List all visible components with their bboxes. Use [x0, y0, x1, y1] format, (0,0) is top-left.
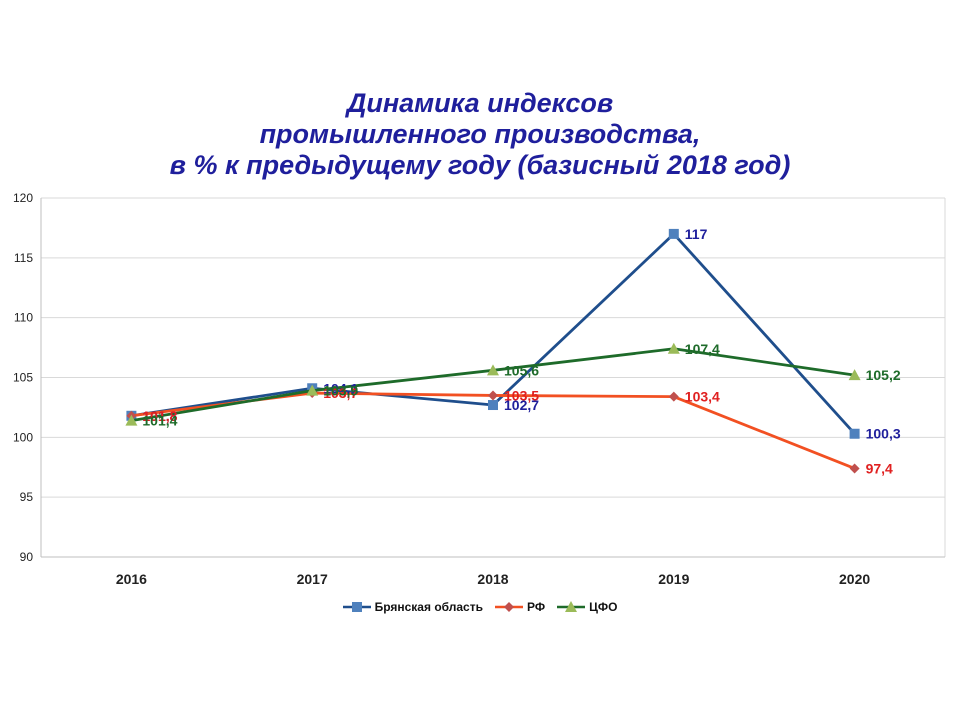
data-label: 107,4 [685, 341, 720, 357]
legend-marker [351, 602, 362, 612]
data-label: 104,1 [323, 380, 358, 396]
data-label: 103,5 [504, 387, 539, 403]
data-point [849, 463, 860, 474]
x-tick-label: 2019 [658, 571, 689, 587]
data-label: 100,3 [866, 426, 901, 442]
y-tick-label: 105 [13, 371, 33, 385]
legend-item: Брянская область [342, 600, 483, 614]
legend-item: РФ [494, 600, 546, 614]
y-tick-label: 95 [20, 490, 34, 504]
y-tick-label: 115 [14, 251, 33, 265]
legend-key [494, 602, 523, 612]
chart-title: Динамика индексов промышленного производ… [0, 88, 960, 181]
data-point [668, 228, 679, 239]
data-point [667, 342, 680, 354]
data-label: 101,8 [142, 408, 177, 424]
y-tick-label: 100 [13, 430, 33, 444]
data-label: 105,6 [504, 362, 539, 378]
data-label: 102,7 [504, 397, 539, 413]
legend-marker [503, 602, 514, 612]
y-tick-label: 120 [13, 191, 33, 205]
data-label: 101,8 [142, 408, 177, 424]
data-point [848, 369, 861, 381]
chart-title-line-3: в % к предыдущему году (базисный 2018 го… [169, 150, 791, 180]
x-tick-label: 2017 [297, 571, 328, 587]
data-point [488, 400, 498, 411]
legend-item: ЦФО [557, 600, 617, 614]
legend-label: РФ [526, 600, 546, 614]
data-label: 103,4 [685, 389, 720, 405]
legend-key [342, 602, 371, 612]
data-label: 101,4 [142, 413, 177, 429]
data-point [668, 391, 679, 402]
chart-title-line-1: Динамика индексов [346, 88, 614, 118]
data-label: 103,7 [323, 385, 358, 401]
x-tick-label: 2018 [477, 571, 508, 587]
chart-legend: Брянская область РФ ЦФО [0, 600, 960, 617]
data-label: 103,9 [323, 383, 358, 399]
x-tick-label: 2020 [839, 571, 870, 587]
y-tick-label: 90 [20, 550, 34, 564]
x-tick-label: 2016 [116, 571, 147, 587]
data-point [849, 428, 860, 439]
legend-label: ЦФО [589, 600, 618, 614]
data-point [488, 390, 498, 401]
data-label: 97,4 [866, 460, 893, 476]
legend-key [557, 601, 586, 612]
y-tick-label: 110 [14, 311, 33, 325]
grid-layer [41, 197, 945, 558]
data-label: 117 [685, 226, 708, 242]
data-point [306, 384, 319, 396]
legend-marker [565, 601, 578, 612]
series-layer [125, 228, 861, 474]
data-point [125, 414, 138, 426]
data-point [487, 364, 499, 376]
chart-title-line-2: промышленного производства, [259, 119, 701, 149]
legend-label: Брянская область [374, 600, 483, 614]
axis-layer: 90 95 100 105 110 115 120 2016 2017 2018 2019 2020 [13, 191, 946, 587]
data-label: 105,2 [866, 367, 901, 383]
